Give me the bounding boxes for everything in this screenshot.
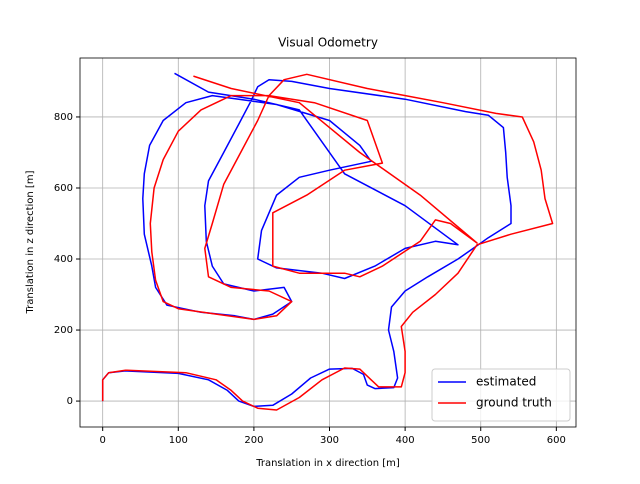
series-line [101, 73, 554, 411]
legend: estimated ground truth [431, 368, 571, 422]
y-tick-label: 200 [54, 325, 73, 336]
x-tick-label: 200 [244, 435, 263, 446]
y-tick-label: 600 [54, 183, 73, 194]
y-axis-label: Translation in z direction [m] [25, 170, 36, 314]
x-tick-label: 100 [169, 435, 188, 446]
y-tick-label: 800 [54, 112, 73, 123]
series-line [101, 72, 512, 408]
x-axis-label: Translation in x direction [m] [255, 458, 400, 469]
y-tick-label: 0 [67, 396, 73, 407]
x-tick-label: 500 [471, 435, 490, 446]
legend-label: estimated [476, 375, 536, 389]
legend-label: ground truth [476, 396, 552, 410]
chart-title: Visual Odometry [278, 36, 378, 50]
x-tick-label: 300 [320, 435, 339, 446]
y-tick-label: 400 [54, 254, 73, 265]
x-tick-label: 0 [99, 435, 105, 446]
x-tick-label: 400 [396, 435, 415, 446]
legend-box [431, 368, 571, 422]
x-tick-label: 600 [547, 435, 566, 446]
plot-frame [79, 57, 577, 428]
